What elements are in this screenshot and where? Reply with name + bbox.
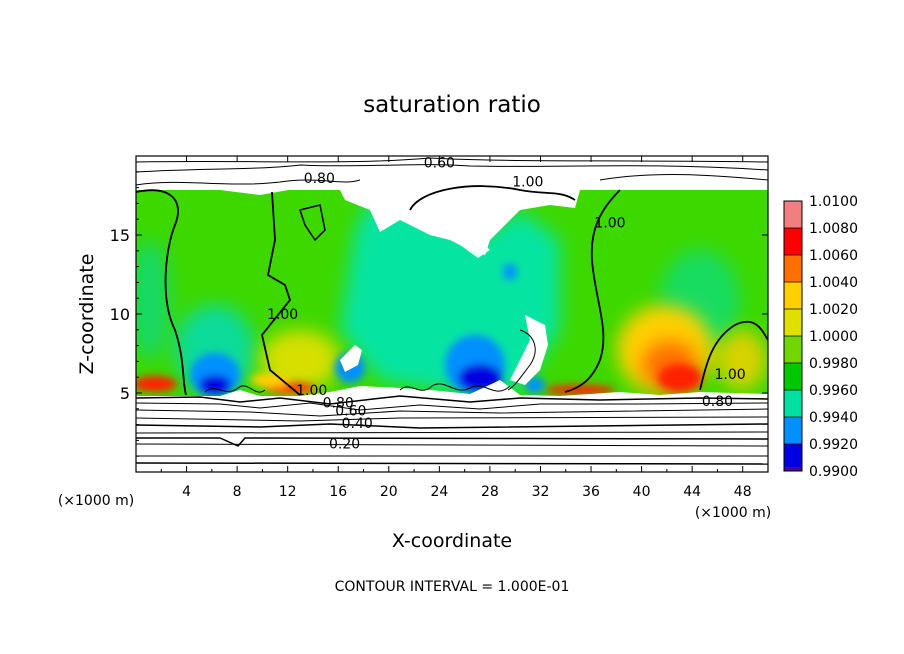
y-unit-label: (×1000 m): [58, 493, 134, 509]
x-tick-label: 40: [633, 484, 651, 500]
colorbar-label: 0.9920: [809, 437, 858, 453]
colorbar-swatch: [784, 417, 802, 445]
contour-label: 1.00: [714, 367, 745, 383]
heatmap-field: [136, 156, 768, 472]
x-tick-label: 12: [279, 484, 297, 500]
contour-lines: [136, 157, 768, 465]
contour-label: 1.00: [267, 307, 298, 323]
contour-label: 0.20: [329, 437, 360, 453]
colorbar-swatch: [784, 309, 802, 337]
x-tick-label: 28: [481, 484, 499, 500]
contour-label-text: 0.80: [304, 171, 335, 187]
colorbar-label: 1.0040: [809, 275, 858, 291]
colorbar-label: 0.9980: [809, 356, 858, 372]
x-unit-label: (×1000 m): [695, 505, 771, 521]
x-tick-label: 32: [532, 484, 550, 500]
contour-label-text: 1.00: [594, 215, 625, 231]
contour-label-text: 1.00: [512, 174, 543, 190]
y-axis-label: Z-coordinate: [76, 254, 98, 375]
contour-label-text: 0.80: [323, 395, 354, 411]
chart-title: saturation ratio: [363, 92, 541, 118]
contour-label-text: 0.20: [329, 437, 360, 453]
colorbar-label: 1.0000: [809, 329, 858, 345]
colorbar-label: 1.0100: [809, 194, 858, 210]
colorbar: 1.0100 1.0080 1.0060 1.0040 1.0020 1.0000 0.99…: [783, 194, 858, 480]
contour-label: 0.80: [323, 395, 354, 411]
contour-label: 0.60: [335, 403, 366, 419]
x-tick-label: 8: [233, 484, 242, 500]
contour-label: 0.80: [304, 171, 335, 187]
y-tick-label: 15: [110, 226, 130, 245]
field-hot-spots: [136, 364, 702, 395]
x-tick-label: 16: [329, 484, 347, 500]
contour-label: 1.00: [512, 174, 543, 190]
contour-label-text: 0.80: [702, 394, 733, 410]
colorbar-swatch: [784, 201, 802, 229]
colorbar-swatch: [784, 255, 802, 283]
contour-label-text: 1.00: [296, 383, 327, 399]
contour-label-text: 0.60: [335, 403, 366, 419]
colorbar-swatch: [784, 390, 802, 418]
colorbar-swatch: [784, 444, 802, 472]
colorbar-label: 0.9940: [809, 410, 858, 426]
colorbar-swatch: [784, 282, 802, 310]
x-tick-label: 44: [683, 484, 701, 500]
colorbar-label: 1.0080: [809, 221, 858, 237]
contour-label: 0.60: [424, 155, 455, 171]
x-tick-label: 4: [182, 484, 191, 500]
y-axis: 5 10 15: [110, 171, 768, 457]
contour-label: 1.00: [594, 215, 625, 231]
contour-label: 0.40: [342, 416, 373, 432]
contour-label-text: 1.00: [267, 307, 298, 323]
x-tick-label: 24: [430, 484, 448, 500]
contour-label: 0.80: [702, 394, 733, 410]
contour-labels: 0.600.80 1.001.001.001.001.000.80 0.800.60…: [267, 155, 746, 453]
x-tick-label: 48: [734, 484, 752, 500]
x-axis: 4 8 12 16 20 24 28 32 36 40 44 48: [160, 156, 752, 500]
contour-label-text: 0.60: [424, 155, 455, 171]
colorbar-label: 0.9960: [809, 383, 858, 399]
colorbar-swatch: [784, 363, 802, 391]
x-tick-label: 20: [380, 484, 398, 500]
contour-label: 1.00: [296, 383, 327, 399]
contour-interval-note: CONTOUR INTERVAL = 1.000E-01: [335, 579, 570, 595]
colorbar-label: 0.9900: [809, 464, 858, 480]
colorbar-swatch-bottom: [784, 466, 802, 471]
colorbar-swatch: [784, 336, 802, 364]
x-tick-label: 36: [582, 484, 600, 500]
y-tick-label: 10: [110, 305, 130, 324]
x-axis-label: X-coordinate: [392, 530, 512, 552]
colorbar-swatch: [784, 228, 802, 256]
y-tick-label: 5: [120, 384, 130, 403]
colorbar-label: 1.0020: [809, 302, 858, 318]
contour-label-text: 0.40: [342, 416, 373, 432]
contour-label-text: 1.00: [714, 367, 745, 383]
colorbar-label: 1.0060: [809, 248, 858, 264]
